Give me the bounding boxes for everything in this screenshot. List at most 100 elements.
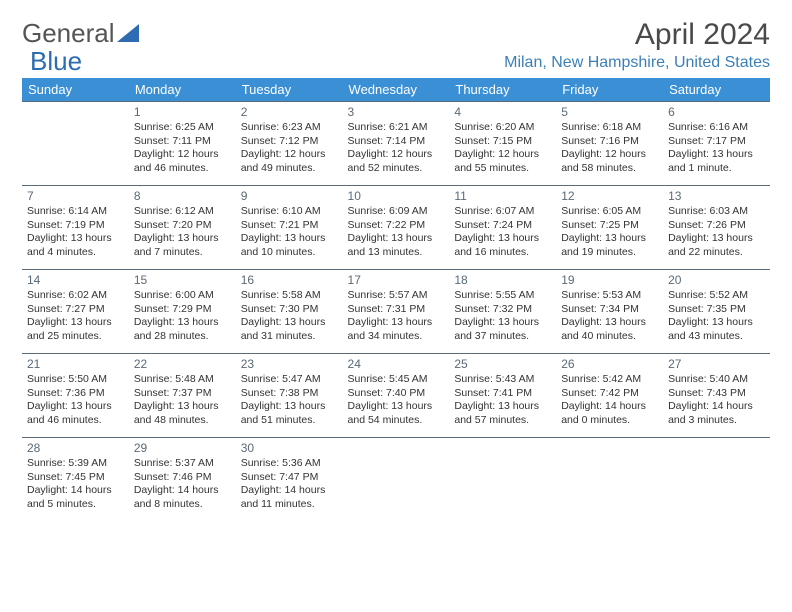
day-cell: 25Sunrise: 5:43 AMSunset: 7:41 PMDayligh… [449, 354, 556, 438]
day-cell: 26Sunrise: 5:42 AMSunset: 7:42 PMDayligh… [556, 354, 663, 438]
day-number: 22 [134, 357, 231, 372]
dl2-text: and 31 minutes. [241, 330, 338, 343]
sunrise-text: Sunrise: 6:02 AM [27, 289, 124, 302]
day-number: 15 [134, 273, 231, 288]
header-row: Sunday Monday Tuesday Wednesday Thursday… [22, 78, 770, 102]
day-cell: 14Sunrise: 6:02 AMSunset: 7:27 PMDayligh… [22, 270, 129, 354]
dl2-text: and 4 minutes. [27, 246, 124, 259]
week-row: 28Sunrise: 5:39 AMSunset: 7:45 PMDayligh… [22, 438, 770, 522]
sunrise-text: Sunrise: 6:14 AM [27, 205, 124, 218]
dl2-text: and 16 minutes. [454, 246, 551, 259]
day-cell: 19Sunrise: 5:53 AMSunset: 7:34 PMDayligh… [556, 270, 663, 354]
dl1-text: Daylight: 14 hours [561, 400, 658, 413]
sunrise-text: Sunrise: 6:03 AM [668, 205, 765, 218]
sunset-text: Sunset: 7:42 PM [561, 387, 658, 400]
dl1-text: Daylight: 12 hours [561, 148, 658, 161]
day-number: 19 [561, 273, 658, 288]
sunrise-text: Sunrise: 6:21 AM [348, 121, 445, 134]
sunrise-text: Sunrise: 6:25 AM [134, 121, 231, 134]
day-number: 5 [561, 105, 658, 120]
dl1-text: Daylight: 13 hours [348, 400, 445, 413]
dl1-text: Daylight: 14 hours [668, 400, 765, 413]
dl2-text: and 34 minutes. [348, 330, 445, 343]
logo-text-2: Blue [30, 46, 82, 77]
sunrise-text: Sunrise: 6:07 AM [454, 205, 551, 218]
dl1-text: Daylight: 13 hours [241, 400, 338, 413]
day-cell: 23Sunrise: 5:47 AMSunset: 7:38 PMDayligh… [236, 354, 343, 438]
dl1-text: Daylight: 13 hours [27, 316, 124, 329]
sunset-text: Sunset: 7:32 PM [454, 303, 551, 316]
week-row: 1Sunrise: 6:25 AMSunset: 7:11 PMDaylight… [22, 102, 770, 186]
sunrise-text: Sunrise: 5:52 AM [668, 289, 765, 302]
dl1-text: Daylight: 13 hours [134, 400, 231, 413]
day-number: 16 [241, 273, 338, 288]
sunrise-text: Sunrise: 6:10 AM [241, 205, 338, 218]
day-number: 25 [454, 357, 551, 372]
day-cell: 15Sunrise: 6:00 AMSunset: 7:29 PMDayligh… [129, 270, 236, 354]
day-number: 2 [241, 105, 338, 120]
day-number: 4 [454, 105, 551, 120]
day-number: 12 [561, 189, 658, 204]
dl2-text: and 57 minutes. [454, 414, 551, 427]
sunset-text: Sunset: 7:40 PM [348, 387, 445, 400]
day-number: 10 [348, 189, 445, 204]
day-cell: 2Sunrise: 6:23 AMSunset: 7:12 PMDaylight… [236, 102, 343, 186]
sunrise-text: Sunrise: 5:36 AM [241, 457, 338, 470]
day-number: 24 [348, 357, 445, 372]
day-cell: 24Sunrise: 5:45 AMSunset: 7:40 PMDayligh… [343, 354, 450, 438]
sunrise-text: Sunrise: 5:47 AM [241, 373, 338, 386]
sunrise-text: Sunrise: 5:58 AM [241, 289, 338, 302]
day-cell: 7Sunrise: 6:14 AMSunset: 7:19 PMDaylight… [22, 186, 129, 270]
sunrise-text: Sunrise: 6:05 AM [561, 205, 658, 218]
day-number: 6 [668, 105, 765, 120]
day-number: 3 [348, 105, 445, 120]
day-cell [343, 438, 450, 522]
day-cell: 20Sunrise: 5:52 AMSunset: 7:35 PMDayligh… [663, 270, 770, 354]
dl2-text: and 11 minutes. [241, 498, 338, 511]
sunset-text: Sunset: 7:41 PM [454, 387, 551, 400]
day-number: 28 [27, 441, 124, 456]
dl1-text: Daylight: 13 hours [27, 400, 124, 413]
dl2-text: and 37 minutes. [454, 330, 551, 343]
sunset-text: Sunset: 7:12 PM [241, 135, 338, 148]
week-row: 14Sunrise: 6:02 AMSunset: 7:27 PMDayligh… [22, 270, 770, 354]
calendar-table: Sunday Monday Tuesday Wednesday Thursday… [22, 78, 770, 522]
day-cell: 10Sunrise: 6:09 AMSunset: 7:22 PMDayligh… [343, 186, 450, 270]
dl1-text: Daylight: 12 hours [134, 148, 231, 161]
col-fri: Friday [556, 78, 663, 102]
day-number: 18 [454, 273, 551, 288]
sunrise-text: Sunrise: 5:48 AM [134, 373, 231, 386]
day-cell: 4Sunrise: 6:20 AMSunset: 7:15 PMDaylight… [449, 102, 556, 186]
sunset-text: Sunset: 7:17 PM [668, 135, 765, 148]
logo-text-1: General [22, 18, 115, 49]
day-number: 8 [134, 189, 231, 204]
dl1-text: Daylight: 12 hours [241, 148, 338, 161]
day-cell: 11Sunrise: 6:07 AMSunset: 7:24 PMDayligh… [449, 186, 556, 270]
day-cell: 5Sunrise: 6:18 AMSunset: 7:16 PMDaylight… [556, 102, 663, 186]
sunset-text: Sunset: 7:16 PM [561, 135, 658, 148]
day-cell [449, 438, 556, 522]
sunset-text: Sunset: 7:20 PM [134, 219, 231, 232]
sunrise-text: Sunrise: 5:53 AM [561, 289, 658, 302]
sunset-text: Sunset: 7:24 PM [454, 219, 551, 232]
day-cell: 21Sunrise: 5:50 AMSunset: 7:36 PMDayligh… [22, 354, 129, 438]
dl2-text: and 8 minutes. [134, 498, 231, 511]
dl2-text: and 54 minutes. [348, 414, 445, 427]
header: General April 2024 Milan, New Hampshire,… [22, 18, 770, 72]
week-row: 7Sunrise: 6:14 AMSunset: 7:19 PMDaylight… [22, 186, 770, 270]
dl1-text: Daylight: 14 hours [27, 484, 124, 497]
dl1-text: Daylight: 13 hours [668, 316, 765, 329]
dl2-text: and 46 minutes. [27, 414, 124, 427]
sunset-text: Sunset: 7:45 PM [27, 471, 124, 484]
day-cell [22, 102, 129, 186]
sunset-text: Sunset: 7:47 PM [241, 471, 338, 484]
dl1-text: Daylight: 13 hours [134, 232, 231, 245]
dl2-text: and 40 minutes. [561, 330, 658, 343]
sunrise-text: Sunrise: 5:39 AM [27, 457, 124, 470]
sunrise-text: Sunrise: 5:37 AM [134, 457, 231, 470]
day-cell [556, 438, 663, 522]
dl1-text: Daylight: 12 hours [454, 148, 551, 161]
day-number: 7 [27, 189, 124, 204]
location-text: Milan, New Hampshire, United States [504, 54, 770, 72]
dl1-text: Daylight: 13 hours [27, 232, 124, 245]
